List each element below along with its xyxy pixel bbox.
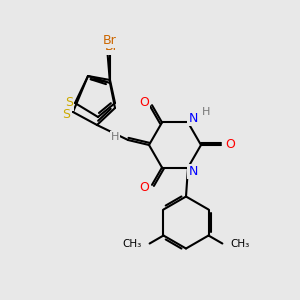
Text: S: S [65,97,73,110]
Text: Br: Br [105,40,119,53]
Text: CH₃: CH₃ [230,238,250,248]
Text: H: H [111,132,119,142]
Text: H: H [202,107,210,118]
Text: O: O [139,96,149,109]
Text: Br: Br [103,34,117,46]
Text: N: N [188,112,198,125]
Text: S: S [62,107,70,121]
Text: O: O [225,139,235,152]
Text: CH₃: CH₃ [122,238,142,248]
Text: O: O [139,181,149,194]
Text: N: N [188,165,198,178]
